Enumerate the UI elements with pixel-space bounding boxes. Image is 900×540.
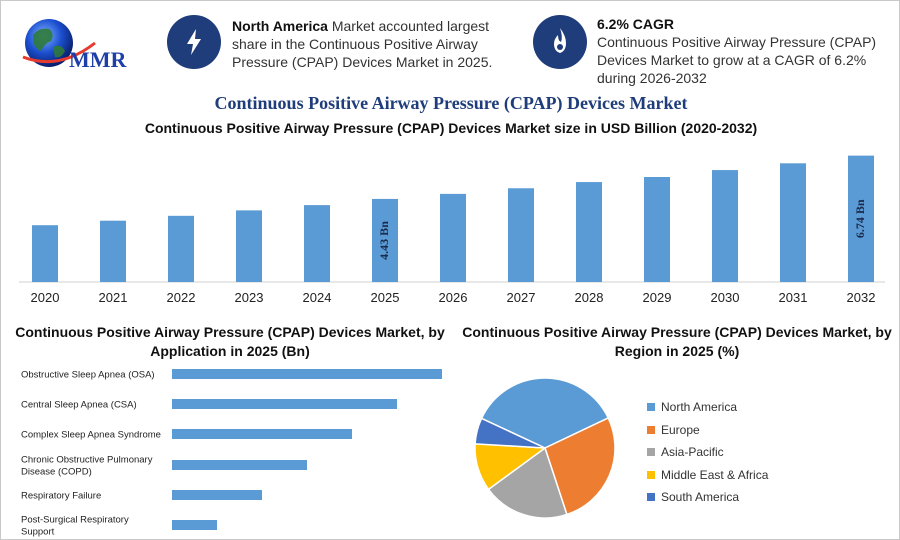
legend-item-europe: Europe [647,419,768,442]
bar-2020 [32,225,58,282]
bar-2025 [372,198,398,282]
pie-slice-north-america [480,377,610,449]
app-label-1: Central Sleep Apnea (CSA) [21,400,137,411]
tick-label-2027: 2027 [507,290,536,305]
flame-icon [533,15,587,69]
tick-label-2031: 2031 [779,290,808,305]
app-bar-0 [172,369,442,379]
bolt-icon [167,15,221,69]
bar-2028 [576,182,602,282]
application-chart-title: Continuous Positive Airway Pressure (CPA… [15,324,445,359]
app-label-5: Post-Surgical Respiratory Support [21,515,129,538]
bar-2022 [168,215,194,282]
legend-label: Asia-Pacific [661,445,724,460]
info-text: Market accounted largest share in the Co… [232,18,493,70]
pie-slice-europe [544,416,616,516]
app-bar-3 [172,460,307,470]
bar-2029 [644,177,670,282]
bar-2027 [508,188,534,282]
bar-chart-title: Continuous Positive Airway Pressure (CPA… [144,120,758,136]
legend-swatch [647,448,655,457]
legend-label: Middle East & Africa [661,467,769,482]
tick-label-2032: 2032 [847,290,876,305]
bar-2024 [304,205,330,282]
app-label-0: Obstructive Sleep Apnea (OSA) [21,370,155,381]
application-bar-chart: Obstructive Sleep Apnea (OSA) Central Sle… [21,369,442,538]
region-pie-chart [474,377,616,519]
legend-swatch [647,425,655,434]
app-bar-4 [172,490,262,500]
main-title: Continuous Positive Airway Pressure (CPA… [214,93,688,113]
app-bar-1 [172,399,397,409]
bar-2026 [440,193,466,282]
legend-item-south-america: South America [647,486,768,509]
tick-label-2022: 2022 [167,290,196,305]
legend-swatch [647,403,655,412]
mmr-logo: MMR [22,19,128,72]
legend-label: North America [661,400,738,415]
app-label-2: Complex Sleep Apnea Syndrome [21,430,161,441]
legend-swatch [647,470,655,479]
bar-2023 [236,210,262,282]
app-bar-2 [172,429,352,439]
tick-label-2025: 2025 [371,290,400,305]
cagr-title: 6.2% CAGR [597,16,675,32]
legend-swatch [647,493,655,502]
info-north-america: North America Market accounted largest s… [232,17,517,71]
app-label-3: Chronic Obstructive Pulmonary Disease (CO… [21,455,153,478]
bar-2030 [712,170,738,282]
tick-label-2029: 2029 [643,290,672,305]
app-label-4: Respiratory Failure [21,491,101,502]
market-size-bar-chart: 2020 2021 2022 2023 2024 2025 4.43 Bn 2026 2027 2… [19,155,885,305]
data-label-2032: 6.74 Bn [853,199,867,238]
svg-text:MMR: MMR [69,47,128,72]
legend-item-north-america: North America [647,396,768,419]
pie-slice-south-america [474,417,546,449]
tick-label-2024: 2024 [303,290,332,305]
tick-label-2026: 2026 [439,290,468,305]
info-bold: North America [232,18,328,34]
bar-2032 [848,155,874,282]
cagr-text: Continuous Positive Airway Pressure (CPA… [597,34,877,86]
bar-2031 [780,163,806,282]
region-legend: North America Europe Asia-Pacific Middle Ea… [647,396,768,509]
pie-slice-asia-pacific [487,446,568,519]
bar-2021 [100,220,126,282]
legend-item-asia-pacific: Asia-Pacific [647,441,768,464]
legend-item-middle-east-africa: Middle East & Africa [647,464,768,487]
info-cagr: 6.2% CAGR Continuous Positive Airway Pre… [597,15,887,87]
region-chart-title: Continuous Positive Airway Pressure (CPA… [462,324,892,359]
tick-label-2020: 2020 [31,290,60,305]
data-label-2025: 4.43 Bn [377,221,391,260]
tick-label-2021: 2021 [99,290,128,305]
legend-label: South America [661,490,740,505]
app-bar-5 [172,520,217,530]
tick-label-2023: 2023 [235,290,264,305]
tick-label-2028: 2028 [575,290,604,305]
tick-label-2030: 2030 [711,290,740,305]
legend-label: Europe [661,422,700,437]
